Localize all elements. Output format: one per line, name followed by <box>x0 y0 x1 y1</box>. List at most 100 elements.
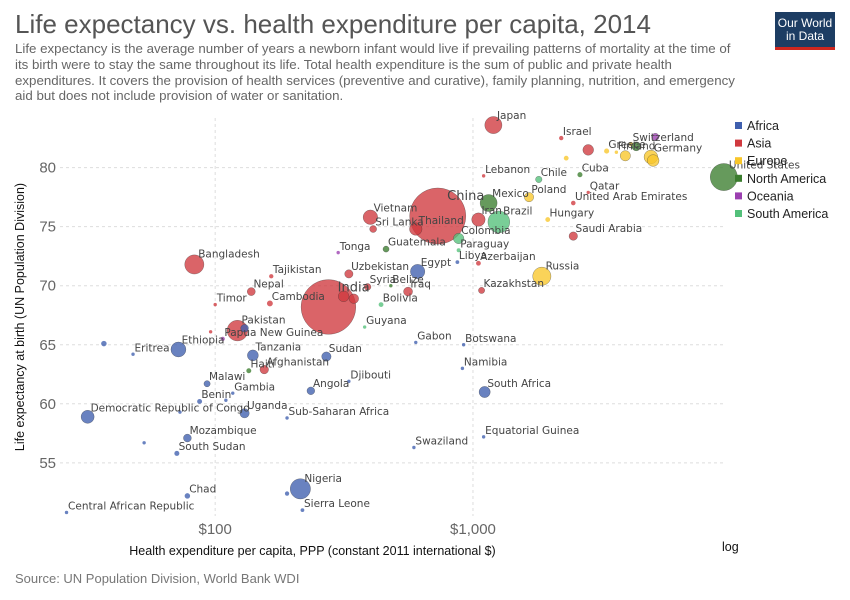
data-point[interactable] <box>101 340 107 347</box>
data-point[interactable] <box>246 287 256 296</box>
data-point[interactable] <box>80 410 95 424</box>
point-label: Israel <box>563 126 592 138</box>
point-label: Mexico <box>492 188 529 200</box>
data-point[interactable] <box>571 200 576 206</box>
data-point[interactable] <box>619 150 631 162</box>
data-point[interactable] <box>382 245 390 253</box>
data-point[interactable] <box>337 290 350 303</box>
data-point[interactable] <box>289 478 311 500</box>
data-point[interactable] <box>336 250 340 255</box>
data-point[interactable] <box>563 155 569 161</box>
legend-swatch <box>735 122 742 129</box>
data-point[interactable] <box>604 148 610 154</box>
point-label: Germany <box>654 143 702 155</box>
data-point[interactable] <box>183 433 192 443</box>
data-point[interactable] <box>586 190 590 195</box>
data-point[interactable] <box>224 398 228 402</box>
data-point[interactable] <box>174 450 180 456</box>
data-point[interactable] <box>231 391 235 395</box>
data-point[interactable] <box>478 287 485 294</box>
data-point[interactable] <box>628 141 634 147</box>
data-point[interactable] <box>412 445 416 450</box>
data-point[interactable] <box>481 435 486 439</box>
data-point[interactable] <box>321 351 332 362</box>
data-point[interactable] <box>213 302 217 307</box>
data-point[interactable] <box>631 141 642 152</box>
data-point[interactable] <box>269 274 274 279</box>
data-point[interactable] <box>284 491 290 496</box>
data-point[interactable] <box>347 379 351 384</box>
data-point[interactable] <box>64 510 69 515</box>
data-point[interactable] <box>203 380 211 388</box>
data-point[interactable] <box>582 144 594 156</box>
data-point[interactable] <box>481 174 486 178</box>
data-point[interactable] <box>414 340 418 345</box>
legend-item[interactable]: North America <box>747 172 826 186</box>
data-point[interactable] <box>478 386 491 398</box>
data-point[interactable] <box>409 187 467 245</box>
data-point[interactable] <box>362 325 367 329</box>
data-point[interactable] <box>647 154 660 167</box>
legend-item[interactable]: Oceania <box>747 189 794 203</box>
data-point[interactable] <box>532 266 552 286</box>
data-point[interactable] <box>403 286 413 297</box>
data-point[interactable] <box>378 302 384 308</box>
data-point[interactable] <box>410 264 426 279</box>
data-point[interactable] <box>300 508 305 512</box>
data-point[interactable] <box>476 260 481 266</box>
data-point[interactable] <box>614 150 619 154</box>
data-point[interactable] <box>306 386 315 395</box>
x-scale-toggle[interactable]: log <box>722 540 739 554</box>
data-point[interactable] <box>142 441 146 445</box>
data-point[interactable] <box>456 248 461 253</box>
data-point[interactable] <box>363 283 372 291</box>
data-point[interactable] <box>362 209 378 225</box>
data-point[interactable] <box>479 194 498 212</box>
data-point[interactable] <box>239 408 250 419</box>
data-point[interactable] <box>208 330 213 334</box>
logo-line-1: Our World <box>777 16 833 30</box>
data-point[interactable] <box>266 300 273 307</box>
data-point[interactable] <box>184 493 191 499</box>
data-point[interactable] <box>178 410 182 414</box>
data-point[interactable] <box>184 254 205 275</box>
data-point[interactable] <box>545 217 551 222</box>
data-point[interactable] <box>369 225 377 233</box>
data-point[interactable] <box>247 349 259 362</box>
owid-logo[interactable]: Our World in Data <box>775 12 835 50</box>
data-point[interactable] <box>240 324 249 333</box>
point-label: India <box>338 280 370 295</box>
legend-item[interactable]: Europe <box>747 154 787 168</box>
data-point[interactable] <box>259 365 269 375</box>
data-point[interactable] <box>170 341 187 358</box>
legend-item[interactable]: South America <box>747 207 828 221</box>
data-point[interactable] <box>487 210 510 234</box>
data-point[interactable] <box>471 212 486 227</box>
data-point[interactable] <box>197 398 203 404</box>
data-point[interactable] <box>559 135 564 141</box>
legend-item[interactable]: Asia <box>747 137 771 151</box>
data-point[interactable] <box>484 116 503 134</box>
data-point[interactable] <box>348 293 359 304</box>
data-point[interactable] <box>651 133 660 141</box>
point-label: Japan <box>496 110 526 122</box>
data-point[interactable] <box>409 222 423 236</box>
data-point[interactable] <box>460 366 465 371</box>
legend-item[interactable]: Africa <box>747 119 779 133</box>
data-point[interactable] <box>220 336 225 341</box>
data-point[interactable] <box>344 269 354 279</box>
data-point[interactable] <box>455 260 460 264</box>
data-point[interactable] <box>389 284 393 288</box>
data-point[interactable] <box>568 231 578 241</box>
data-point[interactable] <box>461 343 466 347</box>
data-point[interactable] <box>285 416 289 420</box>
x-tick-label: $1,000 <box>450 521 496 538</box>
point-label: Chile <box>541 167 567 179</box>
data-point[interactable] <box>453 232 465 244</box>
data-point[interactable] <box>246 368 252 374</box>
data-point[interactable] <box>131 352 135 356</box>
data-point[interactable] <box>535 175 543 183</box>
data-point[interactable] <box>577 172 583 178</box>
data-point[interactable] <box>524 192 534 203</box>
point-label: Afghanistan <box>267 356 330 368</box>
